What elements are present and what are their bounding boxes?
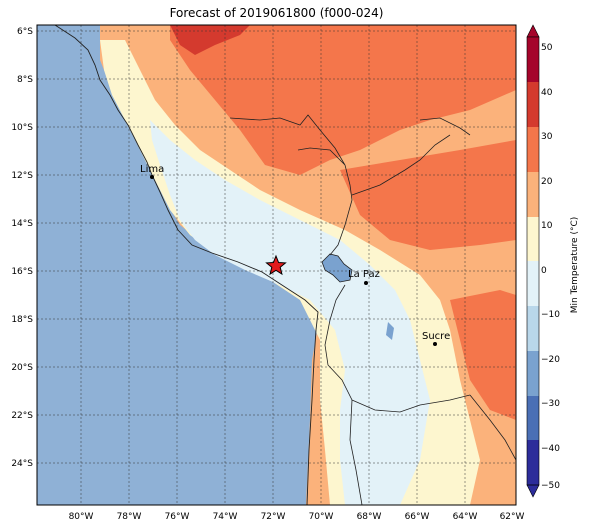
colorbar-band <box>527 217 539 261</box>
colorbar-band <box>527 396 539 440</box>
temp-band-20-30-east <box>340 140 516 250</box>
lon-label: 76°W <box>165 512 190 522</box>
colorbar: 50 40 30 20 10 0 −10 −20 −30 −40 −50 Min… <box>526 24 580 498</box>
city-label-la-paz: La Paz <box>348 269 380 280</box>
lat-label: 12°S <box>11 171 33 181</box>
colorbar-tick: −40 <box>541 444 560 454</box>
lat-label: 22°S <box>11 411 33 421</box>
colorbar-extend-bottom <box>526 484 540 498</box>
lat-label: 10°S <box>11 123 33 133</box>
colorbar-band <box>527 127 539 172</box>
city-label-sucre: Sucre <box>422 331 450 342</box>
colorbar-tick: 30 <box>541 132 553 142</box>
colorbar-band <box>527 351 539 396</box>
lat-label: 18°S <box>11 315 33 325</box>
map-area <box>37 25 516 505</box>
colorbar-tick: −20 <box>541 355 560 365</box>
temp-band-20-30 <box>170 25 516 175</box>
colorbar-band <box>527 82 539 127</box>
map-frame <box>36 24 517 506</box>
lake-poopo <box>386 322 394 340</box>
city-label-lima: Lima <box>140 164 164 175</box>
colorbar-band <box>527 306 539 351</box>
temp-band-minus10-0 <box>150 120 430 505</box>
graticule <box>37 25 516 505</box>
colorbar-band <box>527 37 539 82</box>
city-dot-sucre <box>433 342 437 346</box>
colorbar-band <box>527 172 539 217</box>
colorbar-band <box>527 440 539 485</box>
colorbar-tick: −10 <box>541 310 560 320</box>
lat-axis: 6°S 8°S 10°S 12°S 14°S 16°S 18°S 20°S 22… <box>11 27 33 469</box>
colorbar-tick: −50 <box>541 481 560 491</box>
colorbar-label: Min Temperature (°C) <box>570 217 580 314</box>
lon-label: 68°W <box>357 512 382 522</box>
lon-label: 80°W <box>69 512 94 522</box>
coastline <box>54 25 319 505</box>
lat-label: 24°S <box>11 459 33 469</box>
colorbar-tick: −30 <box>541 399 560 409</box>
lon-label: 66°W <box>405 512 430 522</box>
colorbar-tick: 20 <box>541 177 553 187</box>
temp-band-20-30-south <box>450 290 516 420</box>
city-dot-la-paz <box>364 281 368 285</box>
lon-label: 70°W <box>309 512 334 522</box>
borders <box>229 114 516 505</box>
temp-band-30-40 <box>170 25 250 55</box>
lat-label: 6°S <box>17 27 33 37</box>
lon-label: 78°W <box>117 512 142 522</box>
lat-label: 16°S <box>11 267 33 277</box>
city-dot-lima <box>150 175 154 179</box>
map-title: Forecast of 2019061800 (f000-024) <box>169 6 384 20</box>
colorbar-tick: 40 <box>541 88 553 98</box>
lon-label: 62°W <box>500 512 525 522</box>
colorbar-extend-top <box>526 24 540 38</box>
colorbar-frame <box>526 36 540 486</box>
colorbar-tick: 10 <box>541 221 553 231</box>
lat-label: 14°S <box>11 219 33 229</box>
lat-label: 20°S <box>11 363 33 373</box>
colorbar-band <box>527 261 539 306</box>
lon-label: 72°W <box>261 512 286 522</box>
lake-titicaca <box>321 253 353 283</box>
colorbar-tick: 0 <box>541 266 547 276</box>
star-icon <box>265 254 287 276</box>
colorbar-tick: 50 <box>541 43 553 53</box>
lat-label: 8°S <box>17 75 33 85</box>
lon-label: 74°W <box>213 512 238 522</box>
lon-label: 64°W <box>453 512 478 522</box>
lon-axis: 80°W 78°W 76°W 74°W 72°W 70°W 68°W 66°W … <box>69 512 525 522</box>
